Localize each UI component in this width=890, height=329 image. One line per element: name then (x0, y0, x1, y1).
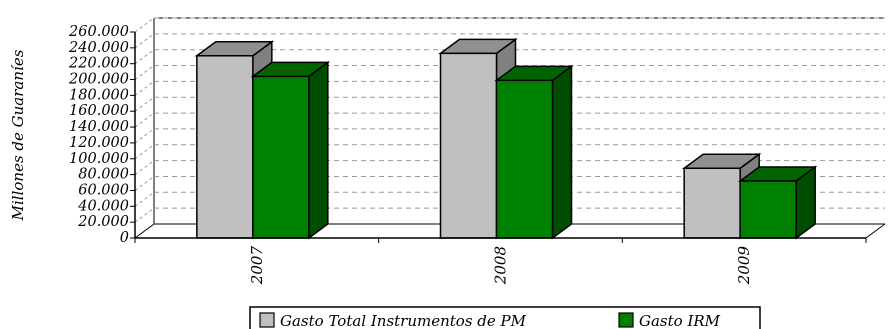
bar-2008-gasto-irm (494, 64, 574, 240)
axes (130, 31, 867, 243)
back-wall-left-edge (134, 18, 155, 239)
y-tick-label: 260.000 (68, 24, 129, 40)
y-tick-label: 220.000 (68, 56, 129, 72)
gridline-side (134, 160, 155, 176)
bar-2009-gasto-irm (737, 165, 818, 240)
x-tick-label: 2009 (735, 246, 753, 286)
x-tick-label: 2008 (492, 246, 510, 285)
y-tick-label: 40.000 (77, 198, 129, 214)
gridline-side (134, 191, 155, 207)
gridline-side (134, 144, 155, 160)
legend-label: Gasto Total Instrumentos de PM (280, 312, 527, 329)
gridline-side (134, 49, 155, 65)
y-tick-label: 140.000 (69, 119, 129, 135)
bars (194, 37, 818, 240)
y-tick-label: 80.000 (78, 167, 129, 183)
floor-right-edge (865, 223, 886, 239)
gridline-side (134, 207, 155, 223)
y-axis-label: Millones de Guaraníes (9, 49, 27, 221)
gridline-side (134, 96, 155, 112)
y-tick-label: 0 (120, 230, 129, 246)
gridline-side (134, 17, 155, 33)
y-tick-label: 120.000 (69, 135, 129, 151)
y-tick-label: 180.000 (69, 87, 129, 103)
y-tick-label: 240.000 (68, 40, 129, 56)
y-tick-label: 200.000 (68, 72, 129, 88)
y-tick-label: 160.000 (69, 103, 129, 119)
gridline-side (134, 128, 155, 144)
gridline-side (134, 176, 155, 191)
legend: Gasto Total Instrumentos de PM Gasto IRM (249, 306, 761, 329)
y-tick-label: 60.000 (78, 182, 129, 198)
y-tick-label: 20.000 (77, 214, 129, 230)
x-tick-label: 2007 (248, 246, 266, 286)
y-tick-labels: 020.00040.00060.00080.000100.000120.0001… (68, 24, 129, 246)
gridline-side (134, 65, 155, 80)
legend-swatch (259, 312, 275, 328)
x-tick-labels: 2007 2008 2009 (248, 246, 753, 286)
gridline-side (134, 33, 155, 49)
bar-2007-gasto-irm (250, 60, 331, 240)
legend-swatch (618, 312, 634, 328)
y-tick-label: 100.000 (69, 151, 129, 167)
legend-label: Gasto IRM (639, 312, 721, 329)
gridline-side (134, 112, 155, 128)
gridline-side (134, 80, 155, 96)
